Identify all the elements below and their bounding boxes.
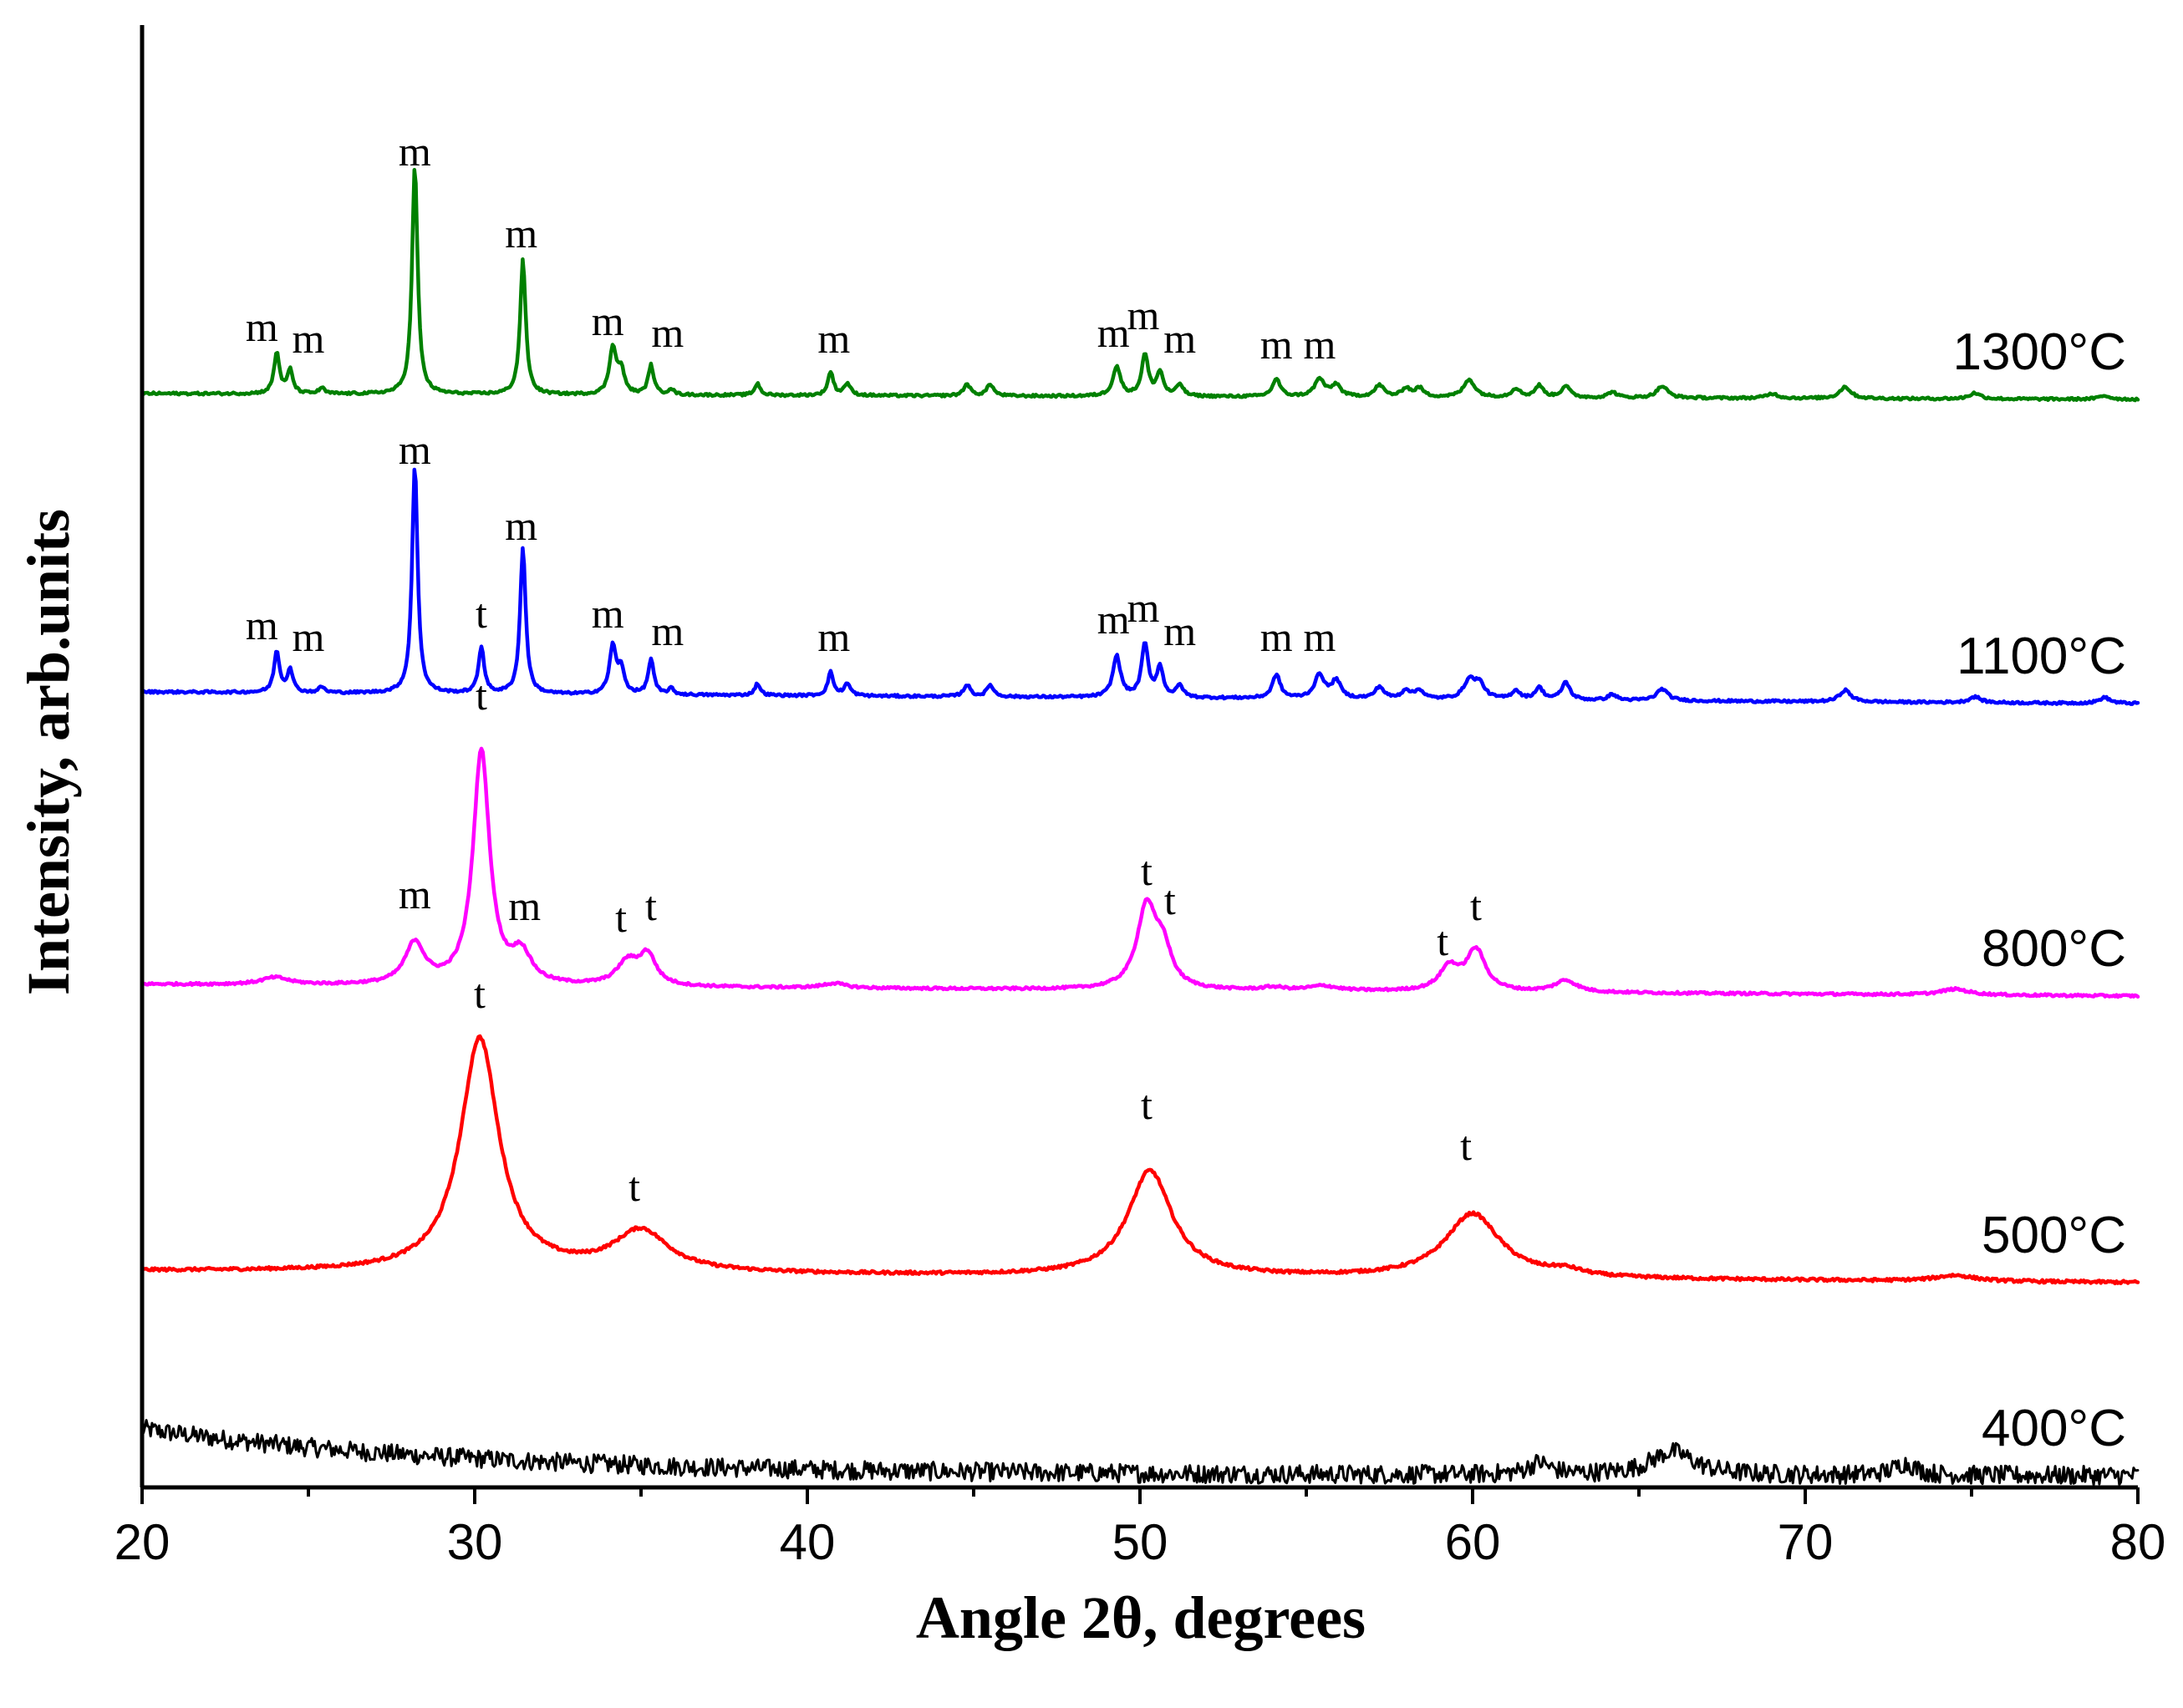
trace-1300°C	[140, 168, 2140, 403]
peak-label-t: t	[474, 970, 486, 1017]
x-tick-label: 30	[447, 1514, 503, 1570]
x-tick-label: 20	[114, 1514, 170, 1570]
peak-label-m: m	[1163, 607, 1196, 654]
trace-layer	[140, 168, 2140, 1487]
peak-label-t: t	[1460, 1122, 1472, 1169]
x-tick-label: 60	[1445, 1514, 1501, 1570]
peak-label-t: t	[1164, 877, 1176, 923]
peak-label-m: m	[651, 607, 684, 654]
peak-label-m: m	[1260, 321, 1293, 368]
peak-label-m: m	[246, 303, 278, 350]
peak-label-m: m	[651, 309, 684, 356]
peak-label-t: t	[476, 672, 487, 719]
x-tick-label: 40	[780, 1514, 836, 1570]
trace-400°C	[140, 1419, 2140, 1487]
peak-label-m: m	[1303, 613, 1336, 660]
peak-label-m: m	[1097, 596, 1130, 643]
peak-label-m: m	[505, 210, 537, 257]
peak-label-m: m	[293, 613, 325, 660]
series-label: 1100°C	[1957, 628, 2126, 685]
series-label: 1300°C	[1953, 323, 2127, 381]
peak-label-m: m	[1163, 315, 1196, 362]
peak-label-m: m	[399, 871, 431, 918]
peak-label-m: m	[1097, 309, 1130, 356]
peak-label-m: m	[399, 426, 431, 473]
peak-label-m: m	[1127, 292, 1160, 338]
x-tick-label: 80	[2110, 1514, 2166, 1570]
series-label: 400°C	[1982, 1400, 2126, 1457]
peak-label-m: m	[1260, 613, 1293, 660]
peak-label-m: m	[1303, 321, 1336, 368]
peak-label-t: t	[1141, 847, 1153, 894]
peak-label-m: m	[246, 602, 278, 648]
peak-label-t: t	[1141, 1081, 1153, 1128]
x-tick-layer: 20 30 40 50 60 70 80	[114, 1487, 2166, 1570]
peak-label-t: t	[628, 1163, 640, 1210]
x-tick-label: 70	[1778, 1514, 1834, 1570]
peak-label-t: t	[615, 894, 627, 941]
trace-1100°C	[140, 467, 2140, 706]
y-axis-title: Intensity, arb.units	[15, 509, 82, 995]
trace-800°C	[140, 746, 2140, 999]
series-label-layer: 400°C 500°C 800°C 1100°C 1300°C	[1953, 323, 2127, 1457]
peak-label-t: t	[645, 882, 657, 929]
x-tick-label: 50	[1112, 1514, 1168, 1570]
peak-label-m: m	[817, 613, 850, 660]
x-axis-title: Angle 2θ, degrees	[916, 1584, 1366, 1651]
peak-label-t: t	[1437, 918, 1448, 964]
peak-label-m: m	[817, 315, 850, 362]
peak-label-t: t	[1470, 882, 1482, 929]
trace-500°C	[140, 1034, 2140, 1286]
series-label: 800°C	[1982, 920, 2126, 978]
peak-label-m: m	[508, 882, 541, 929]
series-label: 500°C	[1982, 1207, 2126, 1264]
peak-label-m: m	[505, 502, 537, 549]
peak-label-m: m	[592, 297, 624, 344]
peak-label-m: m	[293, 315, 325, 362]
peak-label-m: m	[399, 128, 431, 175]
peak-label-m: m	[1127, 584, 1160, 631]
peak-label-t: t	[476, 590, 487, 637]
peak-label-m: m	[592, 590, 624, 637]
